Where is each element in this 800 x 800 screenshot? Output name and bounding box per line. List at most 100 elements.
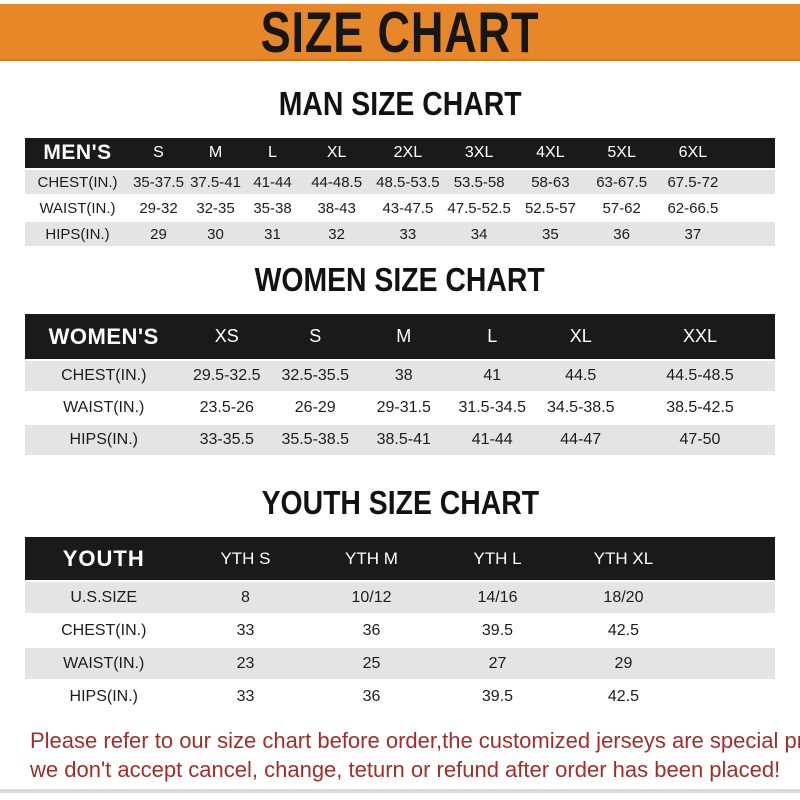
size-value-cell: 63-67.5: [586, 170, 658, 194]
youth-section-heading: YOUTH SIZE CHART: [0, 484, 800, 521]
size-value-cell: 31: [244, 222, 301, 246]
size-value-cell: 44-48.5: [301, 170, 373, 194]
row-spacer-cell: [728, 222, 775, 246]
women-section-heading-text: WOMEN SIZE CHART: [254, 261, 546, 298]
size-value-cell: 44.5-48.5: [625, 361, 775, 391]
row-spacer-cell: [728, 196, 775, 220]
size-column-header: YTH L: [434, 537, 561, 580]
size-value-cell: 36: [586, 222, 658, 246]
size-value-cell: 26-29: [271, 393, 360, 423]
row-label: WAIST(IN.): [25, 648, 183, 679]
size-value-cell: 8: [182, 582, 309, 613]
size-value-cell: 57-62: [586, 196, 658, 220]
size-value-cell: 35: [514, 222, 586, 246]
size-value-cell: 33: [182, 615, 309, 646]
size-column-header: XXL: [625, 314, 775, 359]
size-value-cell: 44.5: [536, 361, 625, 391]
size-column-header: XS: [182, 314, 271, 359]
size-value-cell: 29: [560, 648, 687, 679]
size-column-header: YTH XL: [560, 537, 687, 580]
size-value-cell: 30: [187, 222, 244, 246]
size-value-cell: 31.5-34.5: [448, 393, 537, 423]
row-label: CHEST(IN.): [25, 170, 130, 194]
size-column-header: 3XL: [443, 138, 515, 168]
size-value-cell: 53.5-58: [443, 170, 515, 194]
size-value-cell: 38: [359, 361, 448, 391]
table-header-row: YOUTH YTH S YTH M YTH L YTH XL: [25, 537, 775, 580]
size-value-cell: 42.5: [560, 681, 687, 712]
row-label: WAIST(IN.): [25, 196, 130, 220]
size-value-cell: 29-31.5: [359, 393, 448, 423]
row-label: WAIST(IN.): [25, 393, 183, 423]
size-column-header: 5XL: [586, 138, 658, 168]
table-row: WAIST(IN.) 23.5-26 26-29 29-31.5 31.5-34.5 34…: [25, 393, 775, 423]
size-column-header: 2XL: [372, 138, 444, 168]
youth-size-table: YOUTH YTH S YTH M YTH L YTH XL U.S.SIZE 8 10/12…: [25, 535, 775, 714]
table-row: CHEST(IN.) 35-37.5 37.5-41 41-44 44-48.5 48.5…: [25, 170, 775, 194]
banner-title: SIZE CHART: [260, 0, 540, 64]
row-label: CHEST(IN.): [25, 615, 183, 646]
size-value-cell: 44-47: [536, 425, 625, 455]
row-spacer-cell: [686, 582, 775, 613]
size-column-header: YTH M: [308, 537, 435, 580]
size-value-cell: 37: [657, 222, 729, 246]
size-value-cell: 18/20: [560, 582, 687, 613]
table-header-label: YOUTH: [25, 537, 183, 580]
row-spacer-cell: [686, 681, 775, 712]
disclaimer-line-1: Please refer to our size chart before or…: [30, 728, 800, 753]
size-value-cell: 27: [434, 648, 561, 679]
table-row: U.S.SIZE 8 10/12 14/16 18/20: [25, 582, 775, 613]
size-column-header: M: [359, 314, 448, 359]
table-row: WAIST(IN.) 29-32 32-35 35-38 38-43 43-47.5 47.…: [25, 196, 775, 220]
size-value-cell: 33: [182, 681, 309, 712]
size-value-cell: 41: [448, 361, 537, 391]
page-bottom-edge: [0, 789, 800, 793]
size-value-cell: 34.5-38.5: [536, 393, 625, 423]
size-value-cell: 39.5: [434, 615, 561, 646]
disclaimer-line-2: we don't accept cancel, change, teturn o…: [30, 757, 781, 782]
table-header-row: MEN'S S M L XL 2XL 3XL 4XL 5XL 6XL: [25, 138, 775, 168]
size-value-cell: 29: [130, 222, 187, 246]
table-row: HIPS(IN.) 33-35.5 35.5-38.5 38.5-41 41-44 44-…: [25, 425, 775, 455]
men-size-table: MEN'S S M L XL 2XL 3XL 4XL 5XL 6XL CHEST(IN.) 35-37…: [25, 136, 775, 248]
size-column-header: L: [244, 138, 301, 168]
size-column-header: M: [187, 138, 244, 168]
size-value-cell: 33: [372, 222, 444, 246]
size-value-cell: 42.5: [560, 615, 687, 646]
man-section-heading: MAN SIZE CHART: [0, 87, 800, 120]
size-chart-banner: SIZE CHART: [0, 0, 800, 64]
header-spacer-cell: [686, 537, 775, 580]
row-label: CHEST(IN.): [25, 361, 183, 391]
header-spacer-cell: [728, 138, 775, 168]
size-value-cell: 29.5-32.5: [182, 361, 271, 391]
size-value-cell: 35-38: [244, 196, 301, 220]
size-value-cell: 48.5-53.5: [372, 170, 444, 194]
women-section-heading: WOMEN SIZE CHART: [0, 261, 800, 298]
size-column-header: XL: [536, 314, 625, 359]
size-value-cell: 38.5-42.5: [625, 393, 775, 423]
size-value-cell: 35-37.5: [130, 170, 187, 194]
size-value-cell: 47.5-52.5: [443, 196, 515, 220]
size-column-header: YTH S: [182, 537, 309, 580]
table-row: CHEST(IN.) 33 36 39.5 42.5: [25, 615, 775, 646]
table-row: CHEST(IN.) 29.5-32.5 32.5-35.5 38 41 44.5 44.5…: [25, 361, 775, 391]
table-row: HIPS(IN.) 33 36 39.5 42.5: [25, 681, 775, 712]
size-value-cell: 34: [443, 222, 515, 246]
size-column-header: XL: [301, 138, 373, 168]
size-column-header: 4XL: [514, 138, 586, 168]
size-value-cell: 52.5-57: [514, 196, 586, 220]
size-value-cell: 33-35.5: [182, 425, 271, 455]
size-value-cell: 36: [308, 681, 435, 712]
youth-section-heading-text: YOUTH SIZE CHART: [261, 484, 539, 521]
size-column-header: L: [448, 314, 537, 359]
row-spacer-cell: [686, 648, 775, 679]
size-value-cell: 67.5-72: [657, 170, 729, 194]
disclaimer-note: Please refer to our size chart before or…: [30, 726, 800, 784]
row-spacer-cell: [728, 170, 775, 194]
size-column-header: 6XL: [657, 138, 729, 168]
size-value-cell: 36: [308, 615, 435, 646]
size-value-cell: 41-44: [244, 170, 301, 194]
table-header-label: MEN'S: [25, 138, 130, 168]
row-label: U.S.SIZE: [25, 582, 183, 613]
table-row: WAIST(IN.) 23 25 27 29: [25, 648, 775, 679]
